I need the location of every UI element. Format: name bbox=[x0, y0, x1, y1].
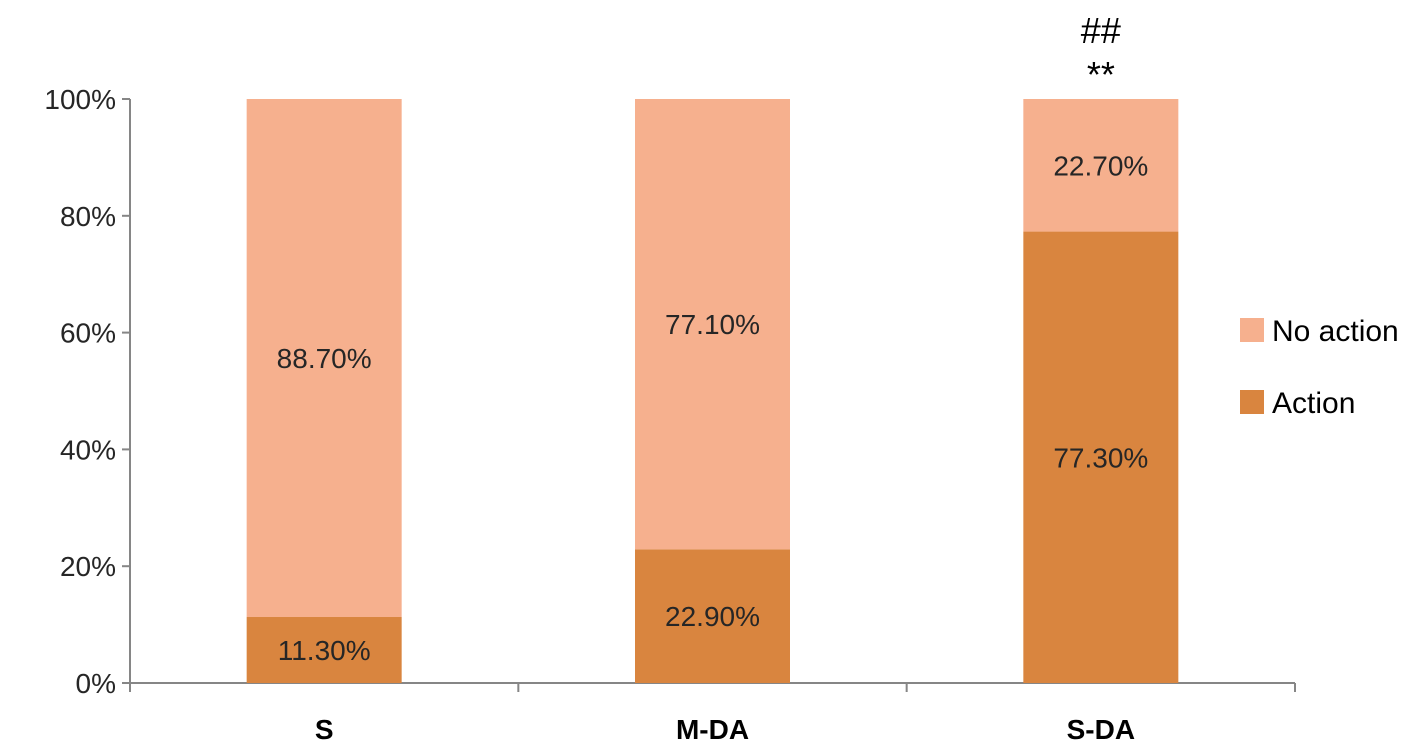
legend-label: Action bbox=[1272, 387, 1355, 420]
data-label: 22.90% bbox=[665, 601, 760, 632]
bar-no-action bbox=[246, 99, 402, 618]
data-label: 22.70% bbox=[1053, 150, 1148, 181]
bar-action bbox=[635, 549, 790, 683]
bar-action bbox=[246, 617, 402, 683]
bar-no-action bbox=[635, 99, 790, 550]
bar-no-action bbox=[1023, 99, 1179, 232]
bar-action bbox=[1023, 231, 1179, 683]
significance-annotation: ## bbox=[1081, 10, 1121, 51]
y-tick-label: 60% bbox=[60, 318, 116, 349]
legend-label: No action bbox=[1272, 315, 1399, 348]
y-tick-label: 0% bbox=[76, 668, 116, 699]
x-category-label: M-DA bbox=[676, 714, 749, 745]
data-label: 11.30% bbox=[278, 635, 371, 666]
data-label: 77.30% bbox=[1053, 442, 1148, 473]
legend-swatch bbox=[1240, 390, 1264, 414]
y-tick-label: 100% bbox=[44, 84, 116, 115]
legend-swatch bbox=[1240, 318, 1264, 342]
x-category-label: S bbox=[315, 714, 334, 745]
y-tick-label: 20% bbox=[60, 551, 116, 582]
y-tick-label: 40% bbox=[60, 434, 116, 465]
data-label: 88.70% bbox=[277, 343, 372, 374]
data-label: 77.10% bbox=[665, 309, 760, 340]
y-tick-label: 80% bbox=[60, 201, 116, 232]
x-category-label: S-DA bbox=[1067, 714, 1135, 745]
significance-annotation: ** bbox=[1087, 54, 1115, 95]
